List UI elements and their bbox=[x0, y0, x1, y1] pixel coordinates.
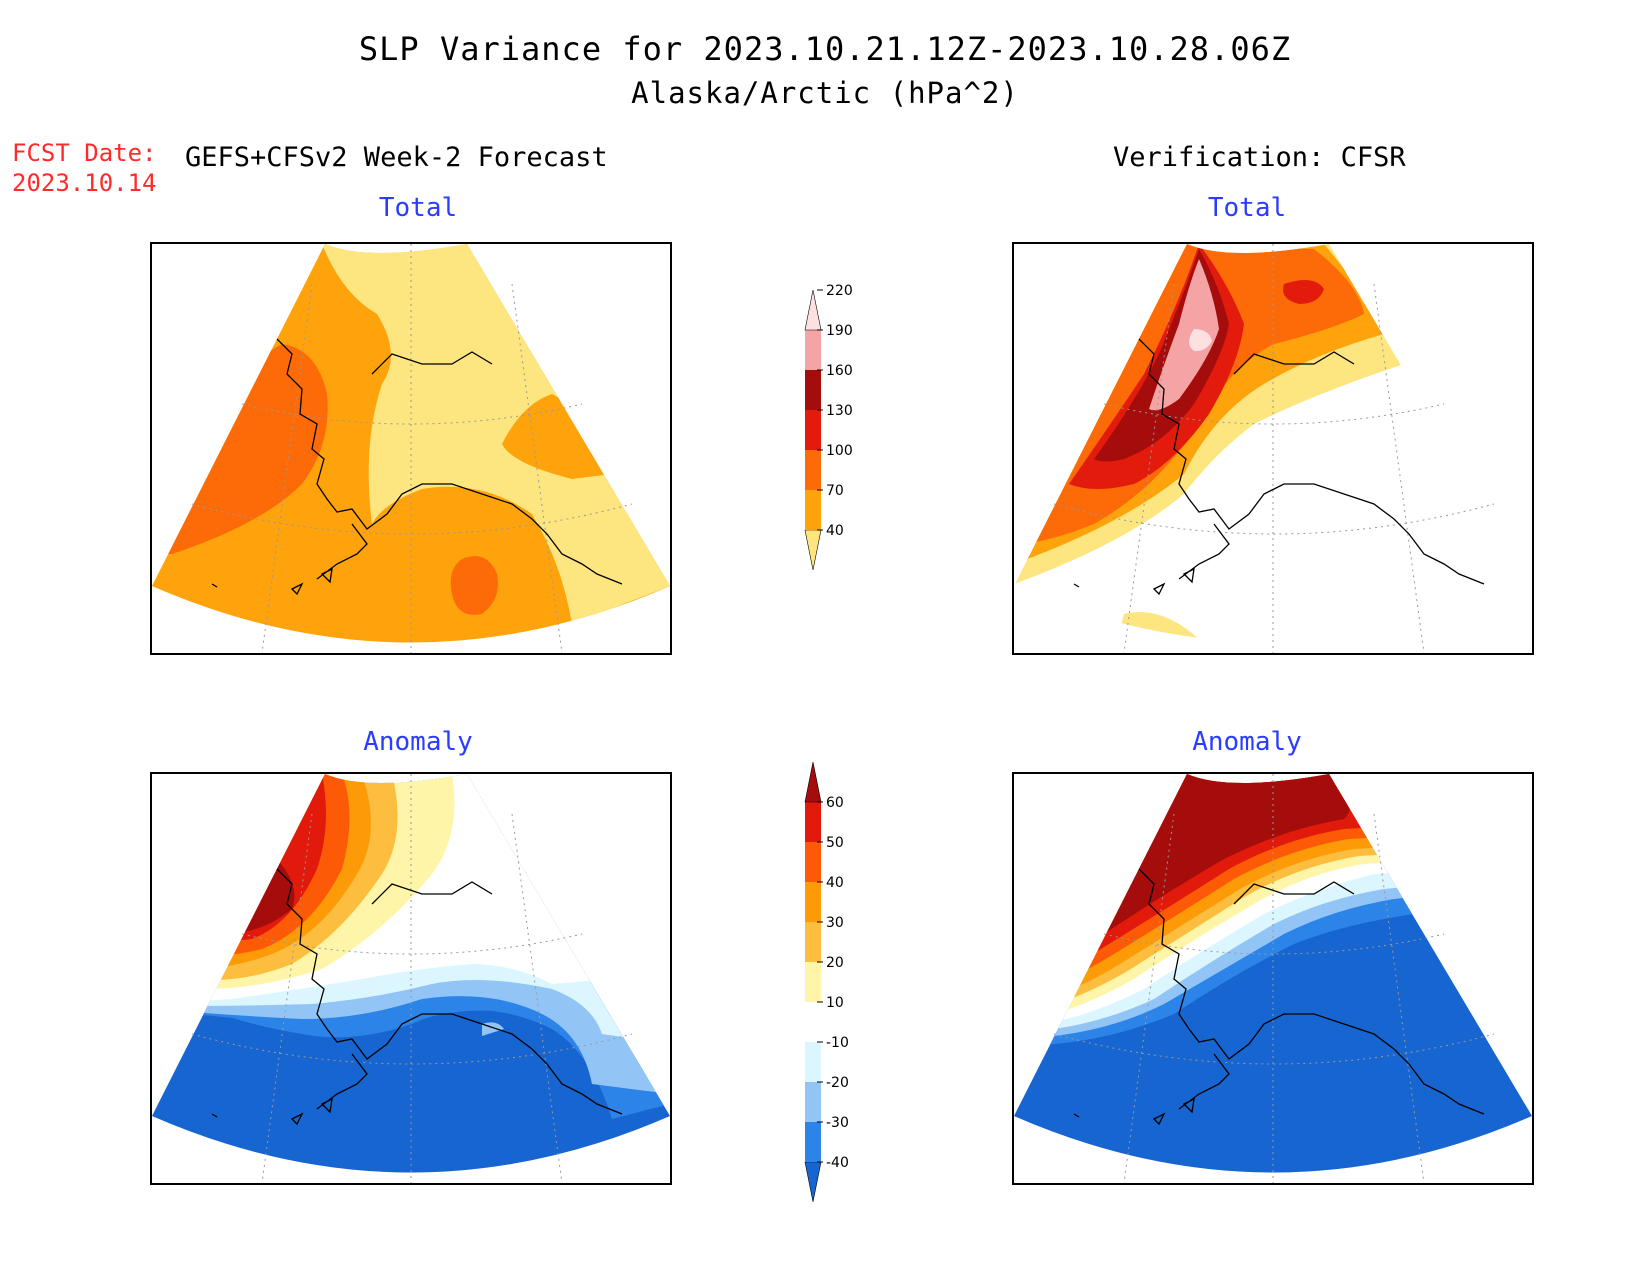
forecast-anomaly-title: Anomaly bbox=[363, 727, 473, 757]
total-colorbar-tick-label: 100 bbox=[826, 443, 853, 459]
anomaly-colorbar-swatch bbox=[804, 761, 822, 803]
shade-above-60 bbox=[152, 834, 295, 934]
shade-130-160-east bbox=[1283, 280, 1324, 304]
total-colorbar-tick-label: 220 bbox=[826, 283, 853, 299]
anomaly-colorbar-swatch bbox=[805, 1122, 821, 1162]
anomaly-colorbar-tick-label: 60 bbox=[826, 795, 844, 811]
total-colorbar-tick-label: 70 bbox=[826, 483, 844, 499]
total-colorbar-swatch bbox=[804, 289, 822, 331]
anomaly-colorbar-tick-label: -30 bbox=[826, 1115, 849, 1131]
forecast-date-label: FCST Date: bbox=[12, 139, 157, 167]
anomaly-colorbar-tick-label: 40 bbox=[826, 875, 844, 891]
shade-190-220 bbox=[1149, 259, 1219, 411]
anomaly-colorbar-tick-label: -40 bbox=[826, 1155, 849, 1171]
shade-100-130-west bbox=[152, 344, 328, 554]
anomaly-colorbar-tick-label: 10 bbox=[826, 995, 844, 1011]
total-colorbar-swatch bbox=[805, 330, 821, 370]
coastline bbox=[211, 338, 623, 596]
forecast-total-map bbox=[150, 242, 672, 655]
verification-column-title: Verification: CFSR bbox=[1113, 142, 1406, 173]
total-colorbar-tick-label: 160 bbox=[826, 363, 853, 379]
anomaly-colorbar-swatch bbox=[805, 1082, 821, 1122]
coastline bbox=[1073, 338, 1485, 596]
coastline bbox=[1073, 868, 1485, 1126]
verification-anomaly-map bbox=[1012, 772, 1534, 1185]
forecast-date-value: 2023.10.14 bbox=[12, 169, 157, 197]
anomaly-colorbar-swatch bbox=[805, 802, 821, 842]
anomaly-colorbar-tick-label: -20 bbox=[826, 1075, 849, 1091]
total-colorbar-tick-label: 40 bbox=[826, 523, 844, 539]
shade-40-70 bbox=[322, 244, 670, 624]
main-title: SLP Variance for 2023.10.21.12Z-2023.10.… bbox=[358, 30, 1292, 68]
forecast-date: FCST Date: 2023.10.14 bbox=[12, 138, 157, 198]
main-subtitle: Alaska/Arctic (hPa^2) bbox=[631, 76, 1019, 110]
total-colorbar: 40 70 100 130 160 190 220 bbox=[804, 283, 853, 571]
total-colorbar-swatch bbox=[805, 450, 821, 490]
anomaly-colorbar-tick-label: -10 bbox=[826, 1035, 849, 1051]
shade-100-130-south bbox=[450, 556, 498, 615]
forecast-anomaly-map bbox=[150, 772, 672, 1185]
anomaly-colorbar-swatch bbox=[804, 1161, 822, 1203]
anomaly-colorbar-swatch bbox=[805, 882, 821, 922]
anomaly-colorbar-tick-label: 50 bbox=[826, 835, 844, 851]
total-colorbar-tick-label: 130 bbox=[826, 403, 853, 419]
anomaly-colorbar: -40 -30 -20 -10 10 20 30 40 50 60 bbox=[804, 761, 849, 1203]
coastline bbox=[211, 868, 623, 1126]
forecast-total-title: Total bbox=[378, 193, 458, 223]
shade-above-220 bbox=[1189, 329, 1212, 352]
anomaly-colorbar-swatch bbox=[805, 962, 821, 1002]
anomaly-colorbar-swatch bbox=[805, 1042, 821, 1082]
anomaly-colorbar-tick-label: 20 bbox=[826, 955, 844, 971]
verification-anomaly-title: Anomaly bbox=[1192, 727, 1302, 757]
anomaly-colorbar-swatch bbox=[805, 1002, 821, 1042]
anomaly-colorbar-swatch bbox=[805, 922, 821, 962]
total-colorbar-swatch bbox=[805, 370, 821, 410]
forecast-column-title: GEFS+CFSv2 Week-2 Forecast bbox=[185, 142, 608, 173]
anomaly-colorbar-swatch bbox=[805, 842, 821, 882]
total-colorbar-swatch bbox=[805, 410, 821, 450]
total-colorbar-tick-label: 190 bbox=[826, 323, 853, 339]
verification-total-map bbox=[1012, 242, 1534, 655]
verification-total-title: Total bbox=[1207, 193, 1287, 223]
total-colorbar-swatch bbox=[805, 490, 821, 530]
anomaly-colorbar-tick-label: 30 bbox=[826, 915, 844, 931]
total-colorbar-swatch bbox=[804, 529, 822, 571]
